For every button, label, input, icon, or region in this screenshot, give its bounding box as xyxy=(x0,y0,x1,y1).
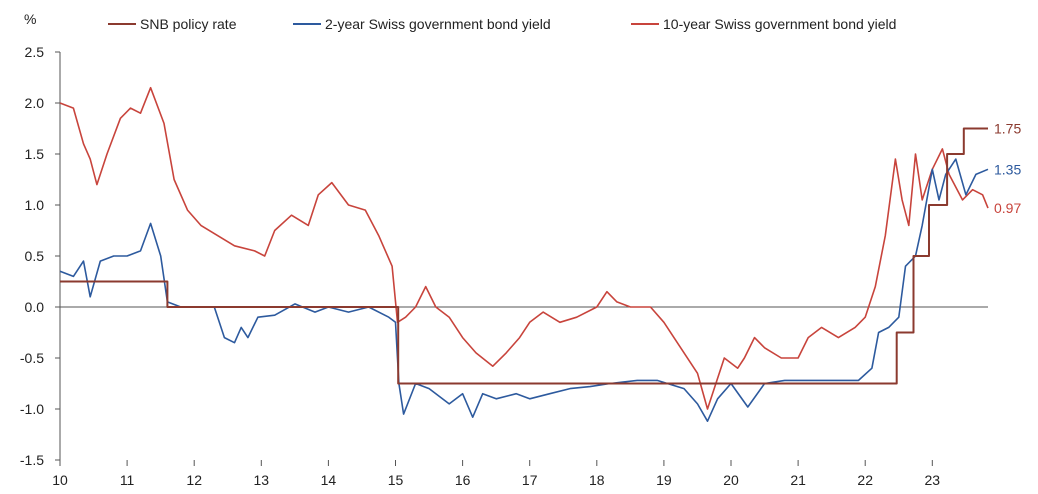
end-label-2-year-yield: 1.35 xyxy=(994,161,1021,177)
x-tick-label: 14 xyxy=(321,472,337,488)
x-tick-label: 20 xyxy=(723,472,739,488)
end-label-snb-policy-rate: 1.75 xyxy=(994,121,1021,137)
x-tick-label: 17 xyxy=(522,472,538,488)
x-tick-label: 16 xyxy=(455,472,471,488)
series-line-10-year-yield xyxy=(59,86,989,410)
x-tick-label: 15 xyxy=(388,472,404,488)
series-line-snb-policy-rate xyxy=(60,127,988,385)
legend-label-10-year-yield: 10-year Swiss government bond yield xyxy=(663,16,896,32)
end-label-10-year-yield: 0.97 xyxy=(994,200,1021,216)
x-tick-label: 10 xyxy=(52,472,68,488)
plot-area xyxy=(59,86,989,422)
end-labels: 1.75 1.35 0.97 xyxy=(994,121,1021,217)
y-axis: 2.5 2.0 1.5 1.0 0.5 0.0 -0.5 -1.0 -1.5 xyxy=(20,44,61,468)
x-tick-label: 23 xyxy=(925,472,941,488)
legend-label-snb-policy-rate: SNB policy rate xyxy=(140,16,237,32)
x-tick-label: 18 xyxy=(589,472,605,488)
x-tick-label: 13 xyxy=(254,472,270,488)
x-tick-label: 21 xyxy=(790,472,806,488)
y-tick-label: -0.5 xyxy=(20,350,44,366)
y-tick-label: 2.5 xyxy=(25,44,45,60)
y-tick-label: 2.0 xyxy=(25,95,45,111)
x-tick-label: 12 xyxy=(186,472,202,488)
y-tick-label: 0.0 xyxy=(25,299,45,315)
y-tick-label: -1.0 xyxy=(20,401,44,417)
y-tick-label: 1.0 xyxy=(25,197,45,213)
y-tick-label: 0.5 xyxy=(25,248,45,264)
x-tick-label: 22 xyxy=(857,472,873,488)
y-tick-label: -1.5 xyxy=(20,452,44,468)
legend: SNB policy rate 2-year Swiss government … xyxy=(108,16,896,32)
x-tick-label: 19 xyxy=(656,472,672,488)
y-tick-label: 1.5 xyxy=(25,146,45,162)
legend-label-2-year-yield: 2-year Swiss government bond yield xyxy=(325,16,551,32)
y-axis-unit-label: % xyxy=(24,11,36,27)
x-tick-label: 11 xyxy=(120,472,135,488)
